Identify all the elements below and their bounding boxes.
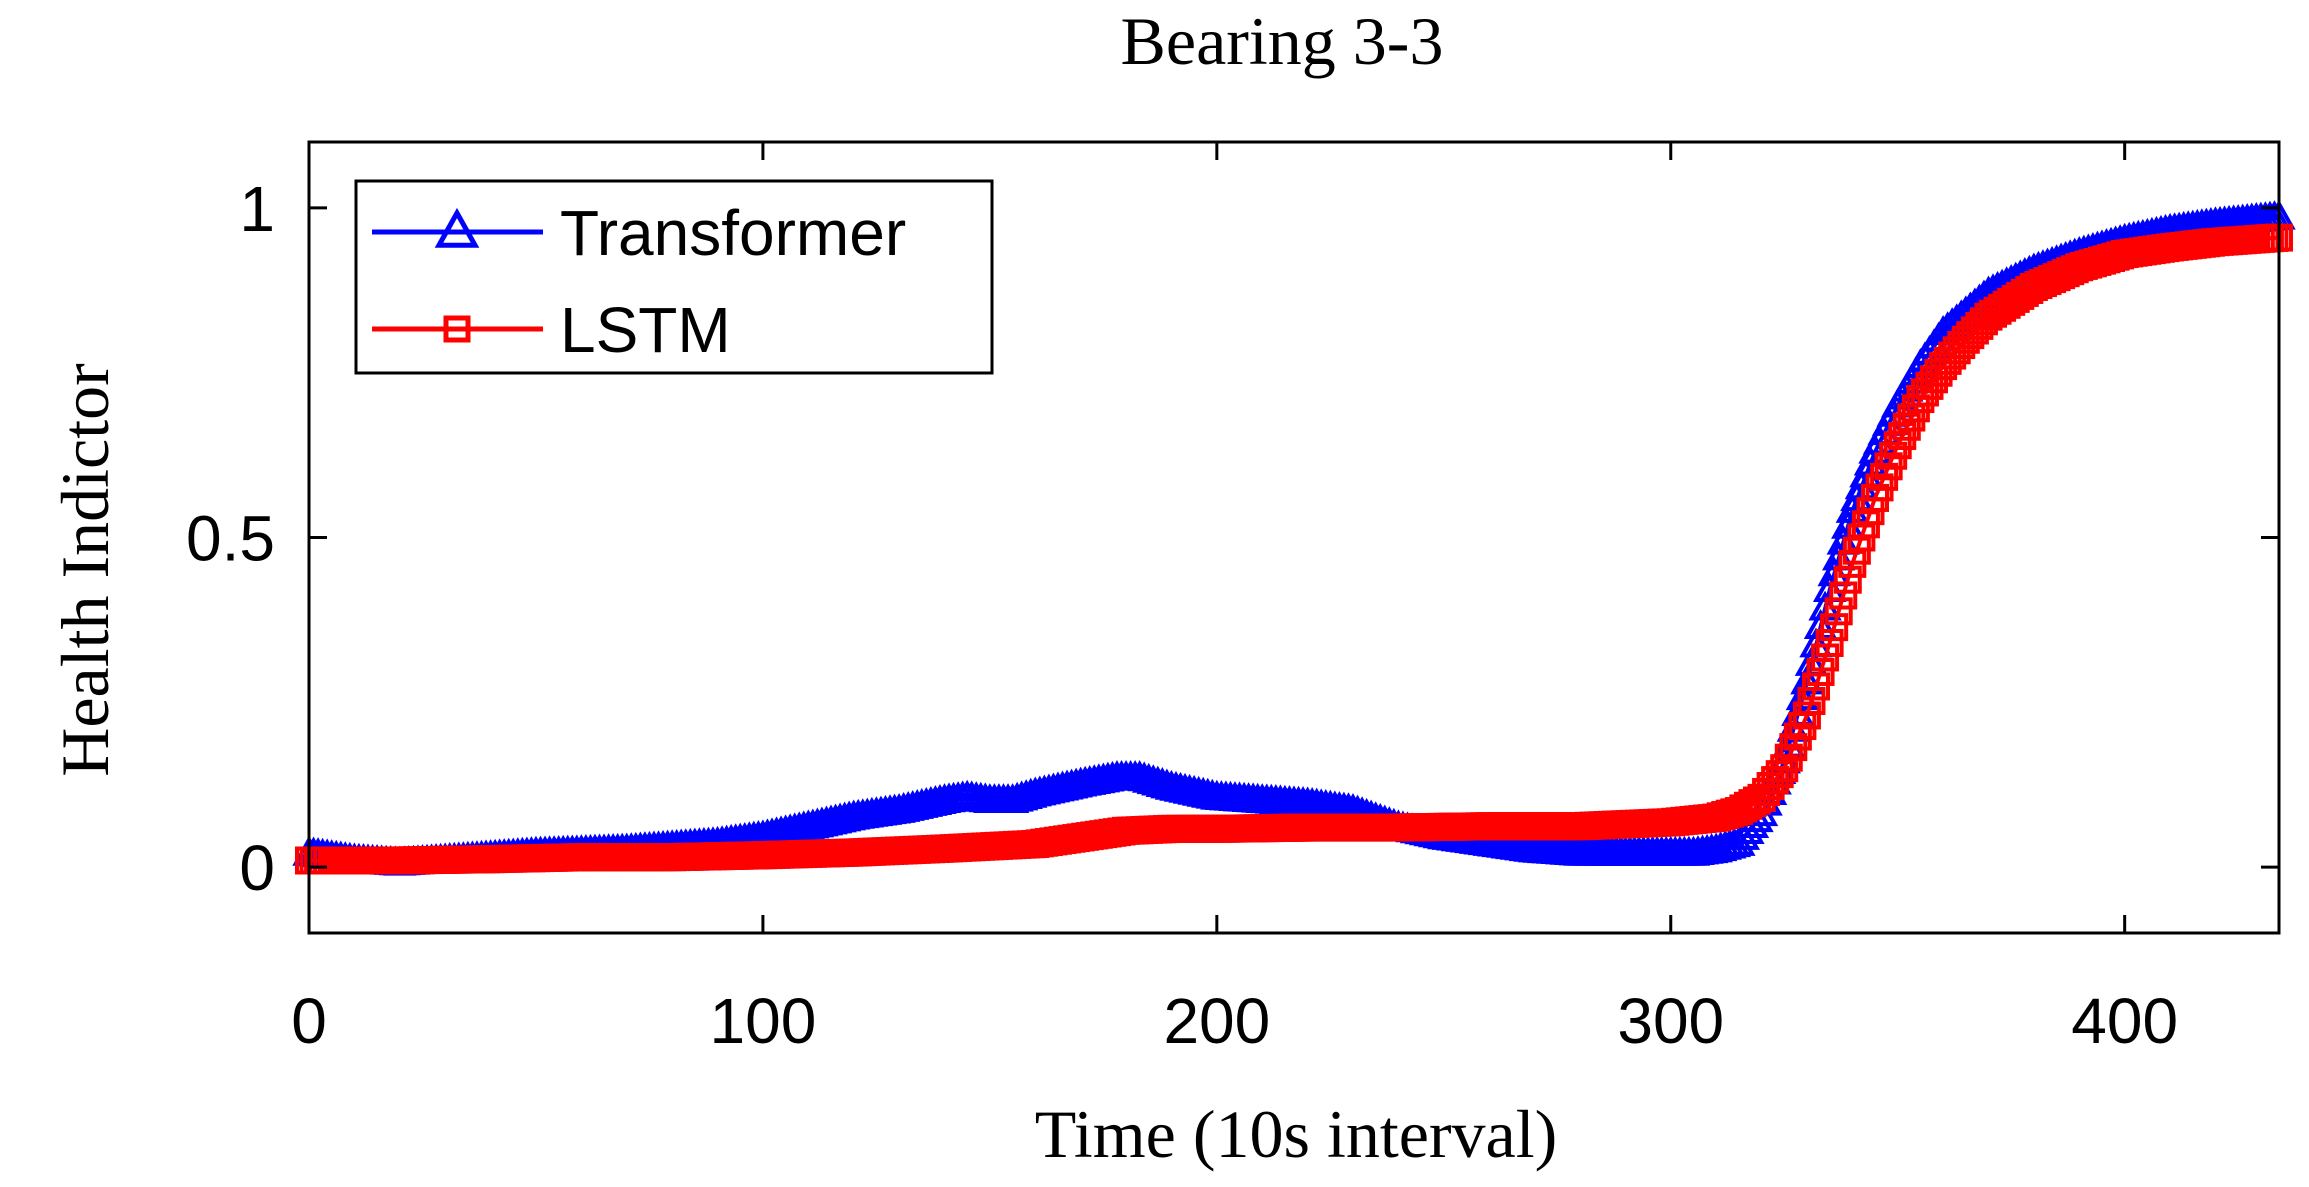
legend-label: LSTM: [560, 294, 731, 366]
data-point: [1888, 421, 1917, 450]
data-point: [1765, 760, 1794, 789]
x-tick-label: 0: [291, 985, 327, 1057]
data-point: [1811, 643, 1840, 672]
data-point: [1892, 412, 1921, 441]
tick-marks: [307, 142, 2279, 933]
y-tick-label: 1: [239, 173, 275, 245]
data-point: [1785, 680, 1820, 711]
x-tick-label: 200: [1163, 985, 1270, 1057]
data-point: [1833, 565, 1862, 594]
y-axis-label: Health Indictor: [47, 363, 123, 777]
series-lstm: [295, 223, 2293, 875]
plot-area: [292, 199, 2296, 876]
legend: Transformer LSTM: [354, 179, 994, 375]
data-point: [1824, 597, 1853, 626]
data-point: [1815, 628, 1844, 657]
legend-item-transformer: Transformer: [372, 197, 906, 269]
data-point: [1820, 613, 1849, 642]
x-tick-label: 400: [2071, 985, 2178, 1057]
data-point: [1797, 686, 1826, 715]
y-tick-labels: 00.51: [186, 173, 275, 904]
x-axis-label: Time (10s interval): [1035, 1096, 1558, 1172]
data-point: [1829, 581, 1858, 610]
x-tick-label: 100: [710, 985, 817, 1057]
data-point: [1883, 431, 1912, 460]
y-tick-label: 0.5: [186, 503, 275, 575]
y-tick-label: 0: [239, 832, 275, 904]
data-point: [1792, 701, 1821, 730]
series-markers-lstm: [295, 223, 2293, 875]
data-point: [1802, 672, 1831, 701]
x-tick-label: 300: [1617, 985, 1724, 1057]
triangle-marker-icon: [434, 207, 480, 248]
legend-item-lstm: LSTM: [372, 294, 731, 366]
data-point: [1790, 664, 1824, 695]
square-marker-icon: [443, 315, 471, 343]
x-tick-labels: 0 100 200 300 400: [291, 985, 2178, 1057]
chart-title: Bearing 3-3: [1121, 3, 1444, 79]
data-point: [1806, 657, 1835, 686]
legend-label: Transformer: [560, 197, 906, 269]
